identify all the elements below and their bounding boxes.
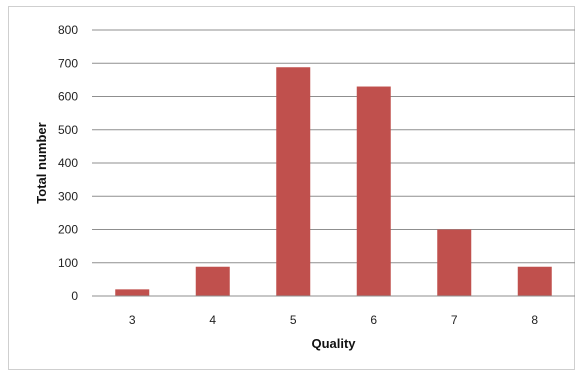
y-axis-title: Total number bbox=[34, 122, 49, 203]
y-tick-label: 0 bbox=[71, 289, 78, 303]
y-tick-label: 700 bbox=[58, 56, 78, 70]
bar-5 bbox=[276, 67, 311, 297]
y-tick-label: 800 bbox=[58, 23, 78, 37]
x-tick-label: 6 bbox=[370, 313, 377, 327]
y-tick-label: 200 bbox=[58, 223, 78, 237]
y-tick-label: 400 bbox=[58, 156, 78, 170]
x-tick-label: 5 bbox=[290, 313, 297, 327]
bars bbox=[115, 67, 552, 297]
y-tick-label: 600 bbox=[58, 90, 78, 104]
gridlines bbox=[92, 29, 575, 264]
bar-3 bbox=[115, 289, 150, 296]
x-axis-title: Quality bbox=[311, 336, 356, 351]
bar-4 bbox=[195, 266, 230, 296]
bar-7 bbox=[437, 229, 472, 296]
x-tick-label: 8 bbox=[531, 313, 538, 327]
x-tick-labels: 3 4 5 6 7 8 bbox=[129, 313, 539, 327]
y-tick-label: 100 bbox=[58, 256, 78, 270]
y-tick-labels: 0 100 200 300 400 500 600 700 800 bbox=[58, 23, 78, 303]
y-tick-label: 300 bbox=[58, 189, 78, 203]
x-tick-label: 4 bbox=[209, 313, 216, 327]
x-tick-label: 3 bbox=[129, 313, 136, 327]
x-tick-label: 7 bbox=[451, 313, 458, 327]
y-tick-label: 500 bbox=[58, 123, 78, 137]
bar-6 bbox=[356, 86, 391, 297]
bar-8 bbox=[517, 266, 552, 296]
